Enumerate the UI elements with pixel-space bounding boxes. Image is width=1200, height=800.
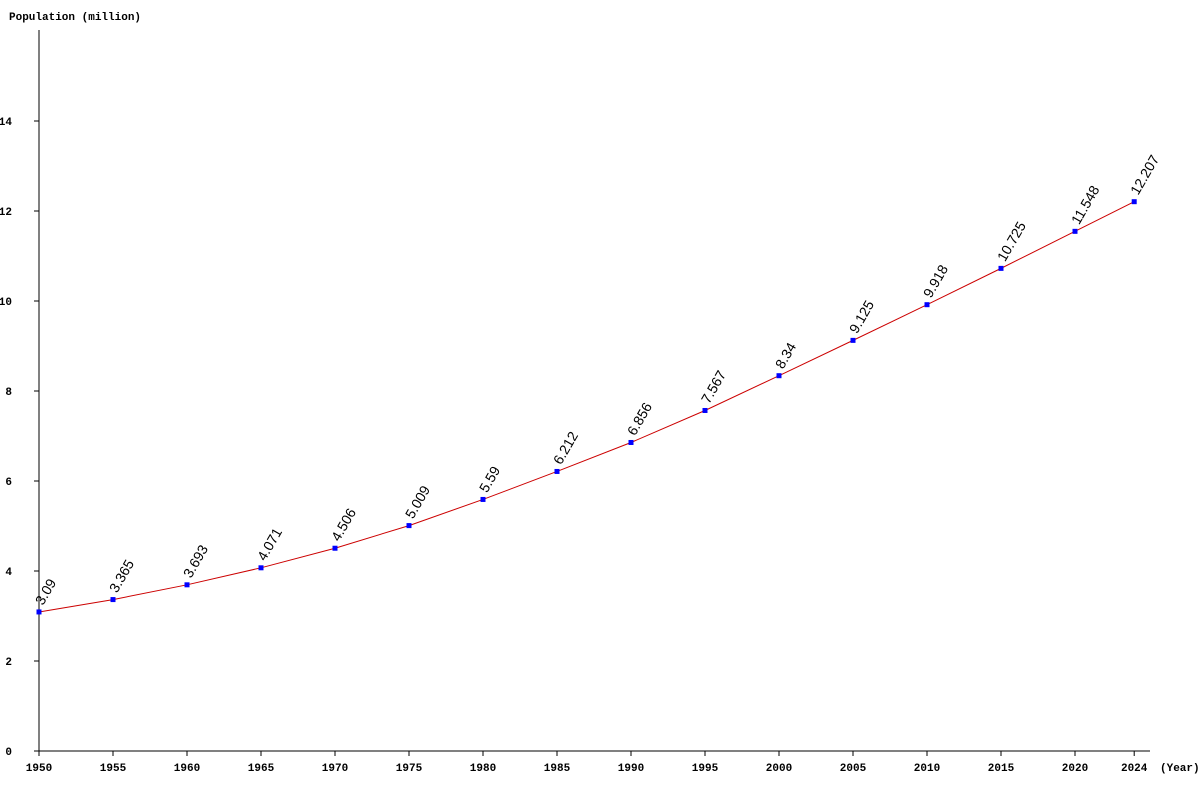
data-label: 3.365 [106,557,137,596]
data-label: 6.856 [624,399,655,438]
point [110,597,116,603]
point [406,523,412,529]
point [850,337,856,343]
x-tick-label: 1965 [248,763,275,775]
x-tick-label: 1980 [470,763,496,775]
data-label: 9.125 [846,297,877,336]
line [38,201,1135,613]
data-label: 3.693 [180,542,211,581]
data-label: 5.009 [402,483,433,522]
x-tick-label: 2010 [914,763,940,775]
point [776,373,782,379]
x-tick-label: 1960 [174,763,200,775]
x-tick-label: 2020 [1062,763,1088,775]
x-tick-label: 2015 [988,763,1015,775]
data-label: 3.09 [32,576,60,608]
point [1072,228,1078,234]
point [332,545,338,551]
point [184,582,190,588]
x-tick-label: 1995 [692,763,719,775]
point [1131,199,1137,205]
data-label: 5.59 [476,463,504,495]
x-tick-label: 1990 [618,763,644,775]
point [36,609,42,615]
point [924,302,930,308]
x-tick-label: 2024 [1121,763,1148,775]
data-label: 7.567 [698,367,729,406]
point [702,407,708,413]
data-label: 9.918 [920,262,951,301]
x-tick-label: 1950 [26,763,52,775]
x-tick-label: 2000 [766,763,792,775]
y-tick-label: 4 [5,567,12,579]
data-label: 12.207 [1127,152,1162,197]
y-tick-label: 12 [0,207,12,219]
x-tick-label: 1975 [396,763,423,775]
x-tick-label: 1955 [100,763,127,775]
x-tick-label: 2005 [840,763,867,775]
y-tick-label: 2 [5,657,12,669]
point [480,496,486,502]
y-tick-label: 14 [0,117,12,129]
data-label: 4.071 [254,525,285,564]
data-label: 6.212 [550,428,581,467]
x-tick-label: 1970 [322,763,348,775]
x-tick-label: 1985 [544,763,571,775]
point [554,468,560,474]
point [258,565,264,571]
point [998,265,1004,271]
data-label: 4.506 [328,505,359,544]
x-axis-title: (Year) [1160,763,1200,775]
y-tick-label: 0 [5,747,12,759]
y-tick-label: 8 [5,387,12,399]
point [628,439,634,445]
y-axis-title: Population (million) [9,12,141,24]
y-tick-label: 10 [0,297,12,309]
y-tick-label: 6 [5,477,12,489]
data-label: 8.34 [772,339,800,371]
